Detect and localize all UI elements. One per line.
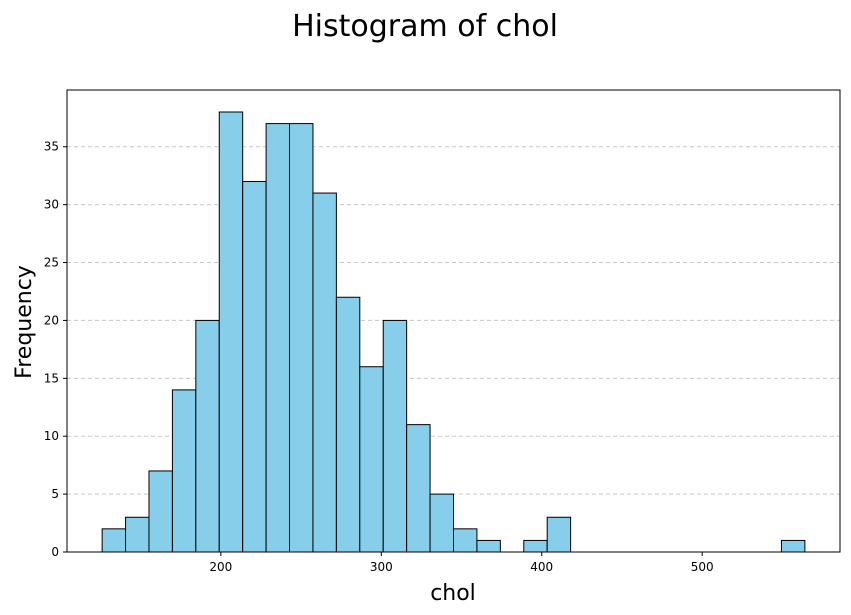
y-tick-label: 0 — [51, 545, 59, 559]
y-tick-label: 20 — [44, 313, 59, 327]
histogram-bar — [171, 389, 197, 553]
histogram-bar — [148, 470, 173, 553]
plot-frame — [66, 89, 841, 553]
x-tick-label: 500 — [691, 560, 714, 574]
histogram-bar — [125, 516, 150, 553]
histogram-bar — [453, 528, 478, 553]
histogram-bars — [101, 111, 806, 553]
chart-title: Histogram of chol — [292, 9, 558, 44]
x-tick-label: 400 — [530, 560, 553, 574]
y-axis: 0 5 10 15 20 25 30 35 — [44, 140, 67, 559]
y-tick-label: 30 — [44, 198, 59, 212]
histogram-bar — [780, 539, 806, 553]
histogram-bar — [523, 539, 548, 553]
y-tick-label: 5 — [51, 487, 59, 501]
x-axis: 200 300 400 500 — [209, 552, 714, 574]
x-tick-label: 200 — [209, 560, 232, 574]
y-tick-label: 15 — [44, 371, 59, 385]
x-axis-label: chol — [430, 581, 476, 606]
histogram-bar — [546, 516, 572, 553]
histogram-bar — [382, 319, 408, 553]
x-tick-label: 300 — [370, 560, 393, 574]
histogram-bar — [265, 123, 291, 553]
histogram-bar — [429, 493, 454, 553]
histogram-bar — [101, 528, 127, 553]
histogram-bar — [312, 192, 337, 553]
histogram-bar — [195, 319, 220, 553]
y-tick-label: 35 — [44, 140, 59, 154]
histogram-bar — [218, 111, 244, 553]
histogram-bar — [335, 296, 361, 553]
histogram-bar — [289, 123, 314, 553]
histogram-bar — [406, 424, 431, 553]
histogram-bar — [359, 366, 384, 553]
histogram-bar — [242, 180, 267, 553]
histogram-bar — [476, 539, 501, 553]
y-axis-label: Frequency — [12, 265, 37, 379]
y-tick-label: 25 — [44, 256, 59, 270]
y-tick-label: 10 — [44, 429, 59, 443]
